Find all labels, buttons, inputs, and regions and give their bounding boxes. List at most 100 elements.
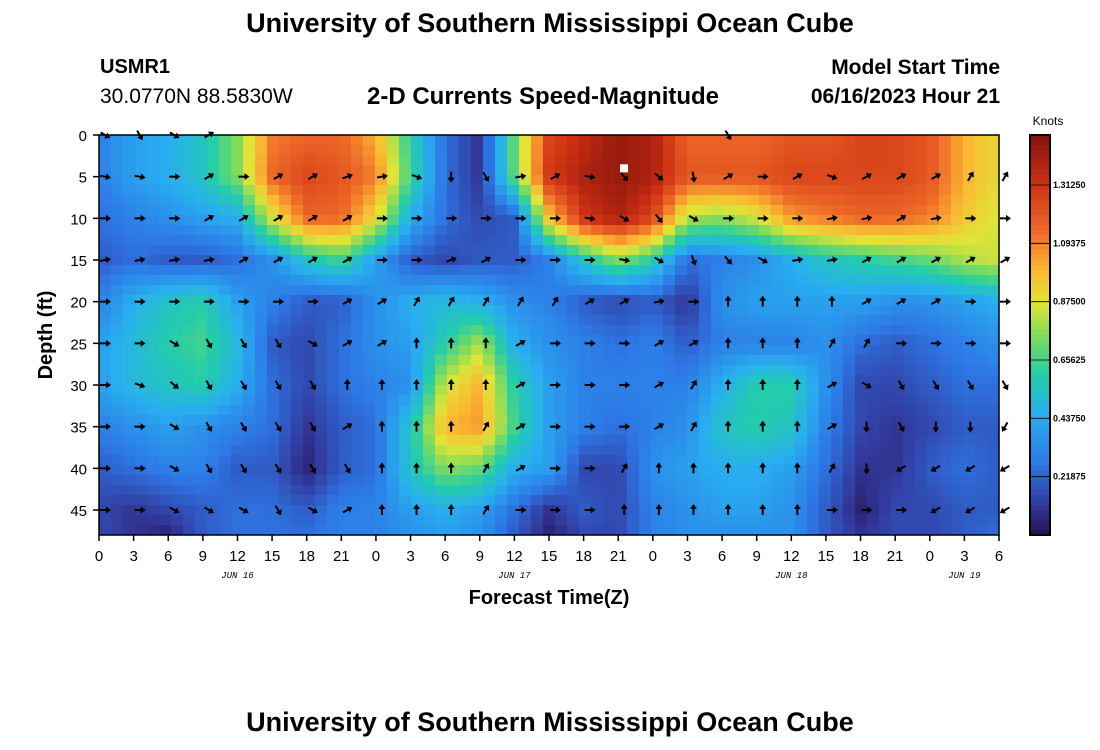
heatmap-cell [111,455,124,466]
heatmap-cell [627,475,640,486]
heatmap-cell [195,475,208,486]
heatmap-cell [807,205,820,216]
model-start-marker [620,164,628,173]
heatmap-cell [327,445,340,456]
heatmap-cell [351,525,364,535]
current-vector-arrow [342,256,353,264]
heatmap-cell [363,455,376,466]
heatmap-cell [447,305,460,316]
current-vector-arrow [482,171,490,182]
heatmap-cell [987,195,999,206]
heatmap-cell [315,495,328,506]
heatmap-cell [867,245,880,256]
heatmap-cell [207,335,220,346]
heatmap-cell [351,225,364,236]
current-vector-arrow [99,256,111,264]
heatmap-cell [855,445,868,456]
heatmap-cell [879,505,892,516]
heatmap-cell [915,495,928,506]
heatmap-cell [951,145,964,156]
heatmap-cell [831,445,844,456]
heatmap-cell [735,215,748,226]
heatmap-cell [579,285,592,296]
heatmap-cell [459,505,472,516]
heatmap-cell [147,155,160,166]
heatmap-cell [111,185,124,196]
heatmap-cell [771,265,784,276]
heatmap-cell [723,265,736,276]
heatmap-cell [543,175,556,186]
heatmap-cell [243,325,256,336]
heatmap-cell [327,215,340,226]
heatmap-cell [147,285,160,296]
heatmap-cell [987,215,999,226]
heatmap-cell [843,225,856,236]
heatmap-cell [927,255,940,266]
heatmap-cell [567,135,580,146]
heatmap-cell [651,175,664,186]
heatmap-cell [411,315,424,326]
heatmap-cell [147,505,160,516]
heatmap-cell [339,275,352,286]
heatmap-cell [339,515,352,526]
heatmap-cell [159,455,172,466]
heatmap-cell [939,265,952,276]
current-vector-arrow [654,339,665,347]
heatmap-cell [123,275,136,286]
model-start-value: 06/16/2023 Hour 21 [810,85,1000,108]
current-vector-arrow [550,381,561,389]
heatmap-cell [195,225,208,236]
heatmap-cell [819,485,832,496]
heatmap-cell [555,255,568,266]
heatmap-cell [591,325,604,336]
heatmap-cell [639,285,652,296]
heatmap-cell [351,145,364,156]
heatmap-cell [663,325,676,336]
heatmap-cell [543,375,556,386]
heatmap-cell [183,275,196,286]
heatmap-cell [579,195,592,206]
heatmap-cell [639,315,652,326]
heatmap-cell [567,375,580,386]
heatmap-cell [483,385,496,396]
heatmap-cell [351,465,364,476]
heatmap-cell [483,525,496,535]
heatmap-cell [315,275,328,286]
heatmap-cell [555,465,568,476]
heatmap-cell [459,305,472,316]
heatmap-cell [891,455,904,466]
heatmap-cell [267,415,280,426]
heatmap-cell [375,225,388,236]
heatmap-cell [783,325,796,336]
heatmap-cell [243,465,256,476]
heatmap-cell [735,335,748,346]
heatmap-cell [579,135,592,146]
heatmap-cell [375,295,388,306]
colorbar: Knots0.218750.437500.656250.875001.09375… [1029,114,1086,536]
heatmap-cell [795,515,808,526]
colorbar-swatch [1030,365,1050,371]
current-vector-arrow [447,504,455,515]
heatmap-cell [459,265,472,276]
heatmap-cell [855,495,868,506]
heatmap-cell [507,295,520,306]
heatmap-cell [927,475,940,486]
heatmap-cell [627,235,640,246]
heatmap-cell [423,355,436,366]
heatmap-cell [843,395,856,406]
heatmap-cell [927,355,940,366]
heatmap-cell [687,435,700,446]
heatmap-cell [555,235,568,246]
heatmap-cell [603,455,616,466]
heatmap-cell [735,315,748,326]
heatmap-cell [507,195,520,206]
heatmap-cell [879,395,892,406]
heatmap-cell [399,435,412,446]
heatmap-cell [711,235,724,246]
heatmap-cell [471,305,484,316]
heatmap-cell [831,145,844,156]
heatmap-cell [927,215,940,226]
heatmap-cell [567,455,580,466]
heatmap-cell [459,375,472,386]
current-vector-arrow [1001,171,1009,182]
